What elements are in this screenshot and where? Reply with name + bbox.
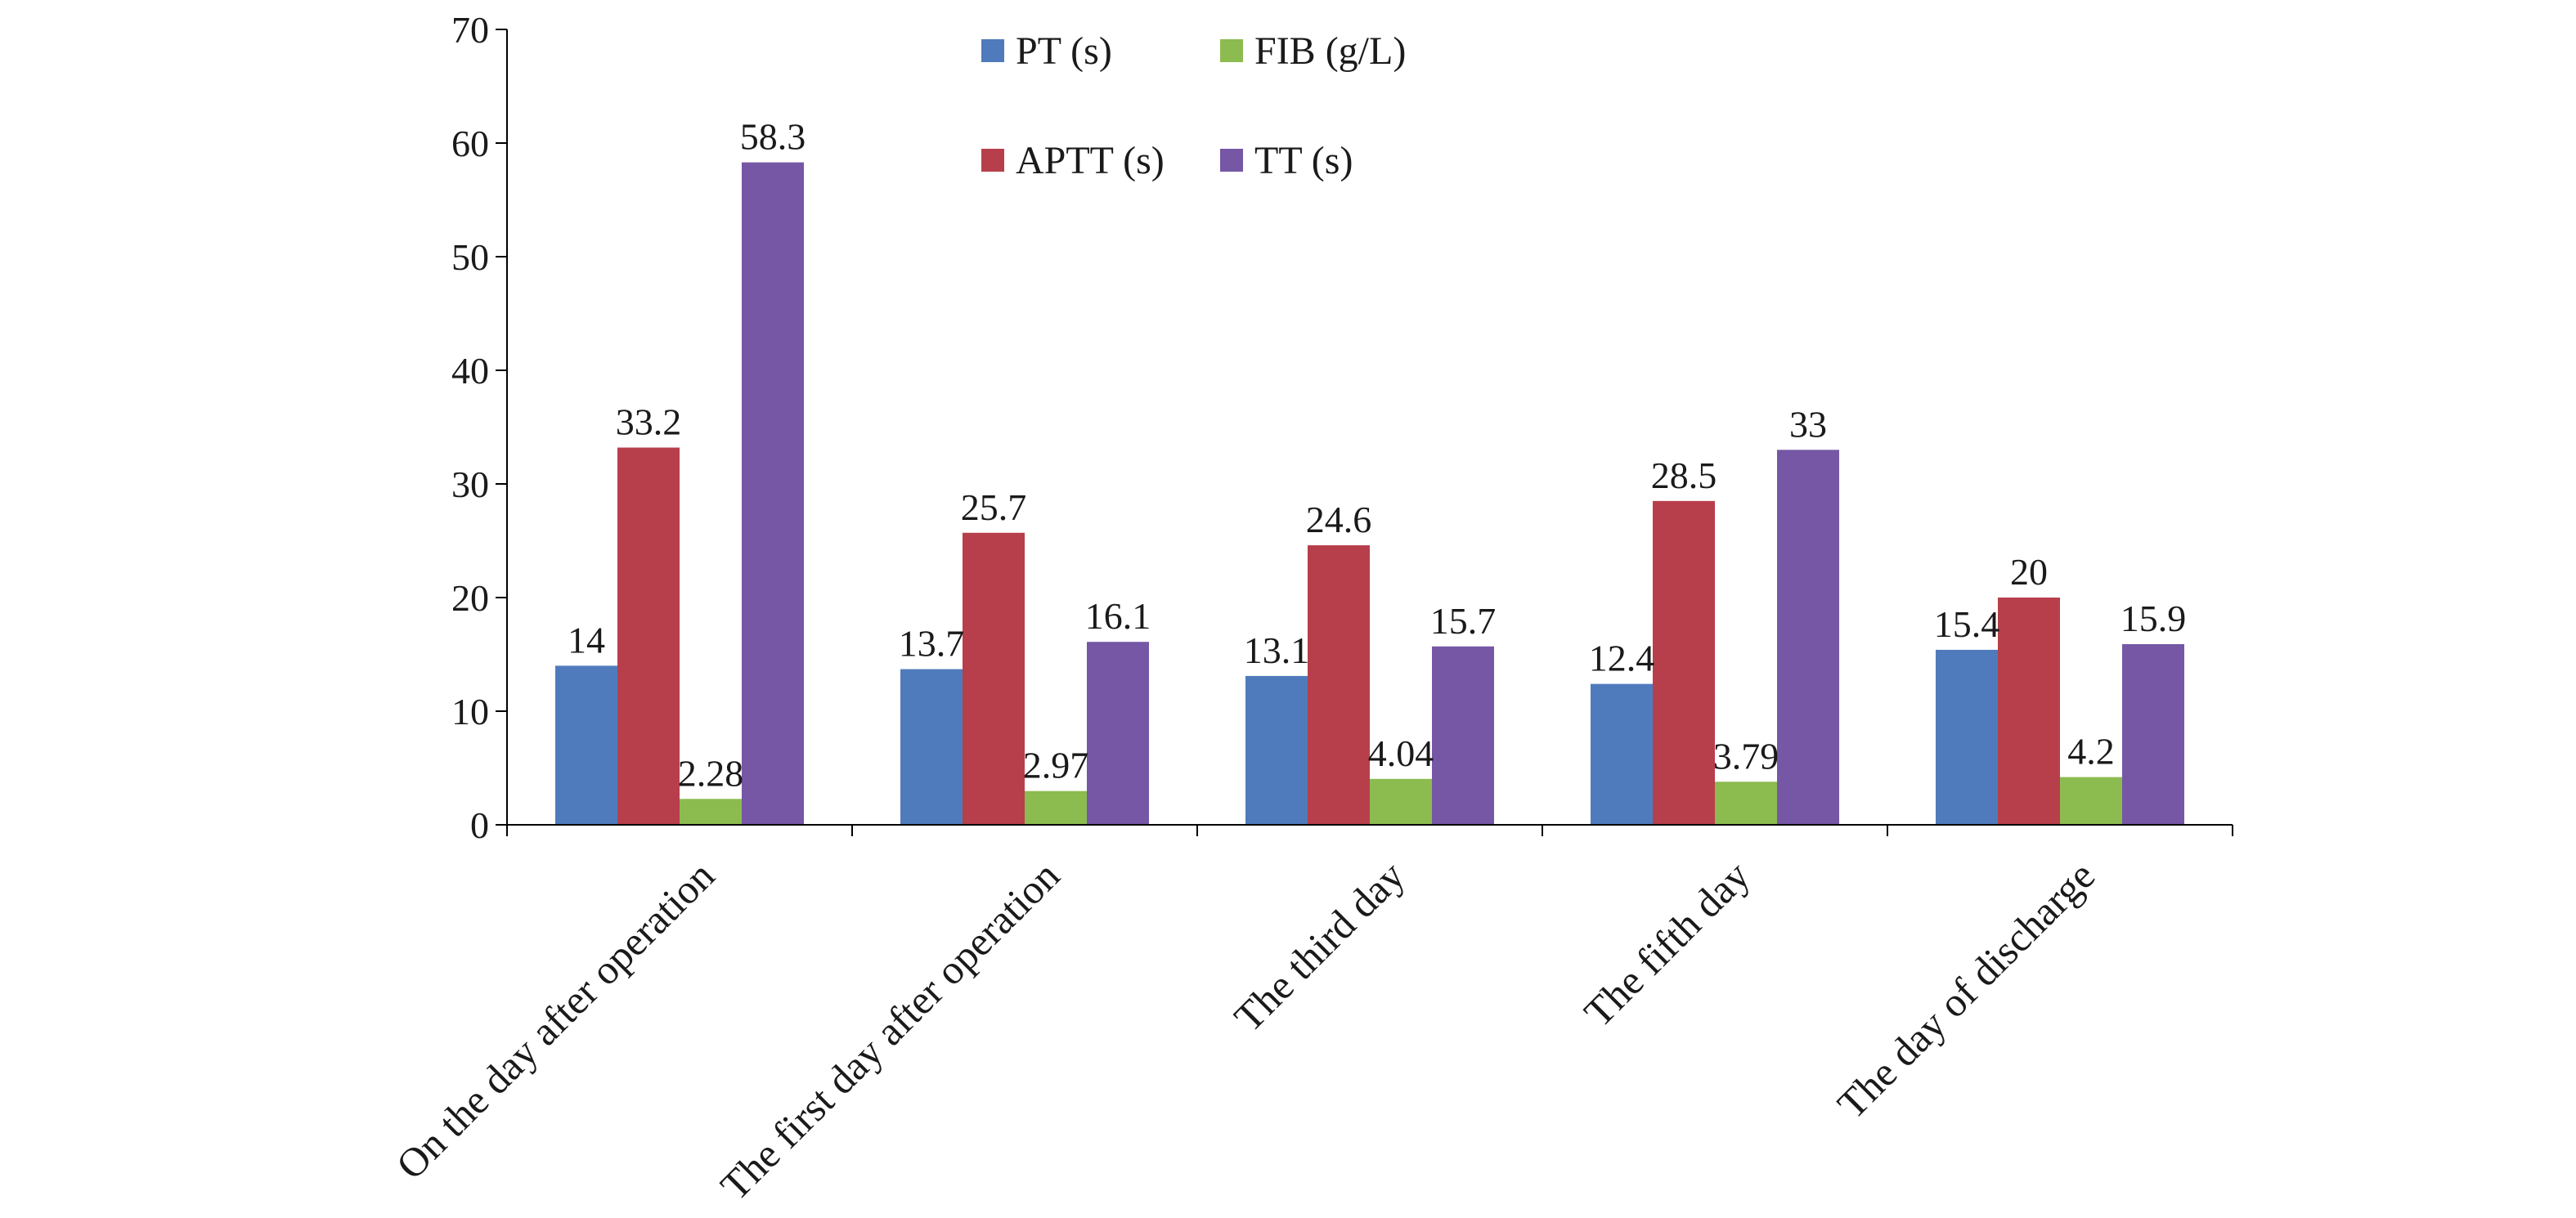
y-tick-labels-group: 0 10 20 30 40 50 60 70	[451, 9, 489, 846]
bar	[1715, 781, 1777, 825]
data-label: 16.1	[1085, 595, 1151, 637]
bar	[900, 669, 963, 825]
legend-swatch	[981, 149, 1004, 172]
data-label: 25.7	[961, 486, 1027, 528]
bar	[680, 799, 742, 825]
bar	[1936, 649, 1998, 825]
bar	[555, 665, 617, 825]
legend-label: FIB (g/L)	[1254, 29, 1406, 73]
y-tick-label: 30	[451, 463, 489, 505]
data-label: 2.28	[678, 752, 744, 794]
data-label: 13.1	[1244, 629, 1310, 671]
bar	[617, 447, 680, 825]
x-category-label: The third day	[1225, 853, 1413, 1041]
data-label: 20	[2010, 551, 2048, 593]
data-label: 28.5	[1651, 455, 1717, 496]
y-tick-label: 10	[451, 691, 489, 732]
data-label: 15.9	[2120, 598, 2187, 639]
data-labels-group: 14 13.7 13.1 12.4 15.4 33.2 25.7 24.6 28.5 20 2.28…	[568, 116, 2186, 795]
legend-swatch	[1220, 149, 1243, 172]
y-tick-label: 60	[451, 123, 489, 164]
bar	[1308, 545, 1370, 825]
legend-label: PT (s)	[1016, 29, 1112, 73]
data-label: 2.97	[1023, 745, 1089, 786]
legend: PT (s) APTT (s) FIB (g/L) TT (s)	[981, 29, 1406, 182]
bar	[1998, 598, 2060, 825]
bar	[1025, 790, 1087, 825]
bar	[2060, 777, 2122, 825]
bar	[1432, 646, 1494, 825]
bar	[1591, 683, 1653, 825]
data-label: 58.3	[740, 116, 806, 158]
data-label: 33.2	[616, 401, 682, 443]
data-label: 15.7	[1430, 600, 1497, 642]
x-category-label: On the day after operation	[388, 853, 724, 1189]
data-label: 4.2	[2067, 731, 2115, 772]
bar	[1653, 500, 1715, 825]
bar	[963, 532, 1025, 825]
y-tick-label: 40	[451, 350, 489, 392]
bar	[1370, 778, 1432, 825]
x-category-label: The day of discharge	[1829, 853, 2103, 1127]
bars-group	[555, 162, 2184, 825]
legend-swatch	[1220, 39, 1243, 62]
legend-label: APTT (s)	[1016, 139, 1165, 182]
bar	[2122, 643, 2184, 825]
bar	[742, 162, 804, 825]
bar	[1777, 450, 1839, 825]
y-tick-label: 0	[470, 804, 489, 846]
legend-swatch	[981, 39, 1004, 62]
data-label: 15.4	[1934, 603, 2000, 645]
data-label: 4.04	[1368, 732, 1434, 774]
legend-label: TT (s)	[1254, 139, 1353, 182]
y-tick-label: 50	[451, 236, 489, 278]
data-label: 13.7	[899, 623, 965, 665]
bar	[1245, 675, 1308, 825]
x-category-label: The first day after operation	[711, 853, 1068, 1209]
bar	[1087, 642, 1149, 825]
data-label: 14	[568, 619, 605, 660]
data-label: 12.4	[1589, 638, 1655, 679]
data-label: 3.79	[1713, 735, 1779, 777]
y-tick-label: 70	[451, 9, 489, 51]
axes-group	[496, 29, 2233, 836]
data-label: 33	[1789, 403, 1827, 445]
x-category-label: The fifth day	[1575, 853, 1758, 1036]
y-tick-label: 20	[451, 577, 489, 619]
data-label: 24.6	[1306, 499, 1372, 540]
